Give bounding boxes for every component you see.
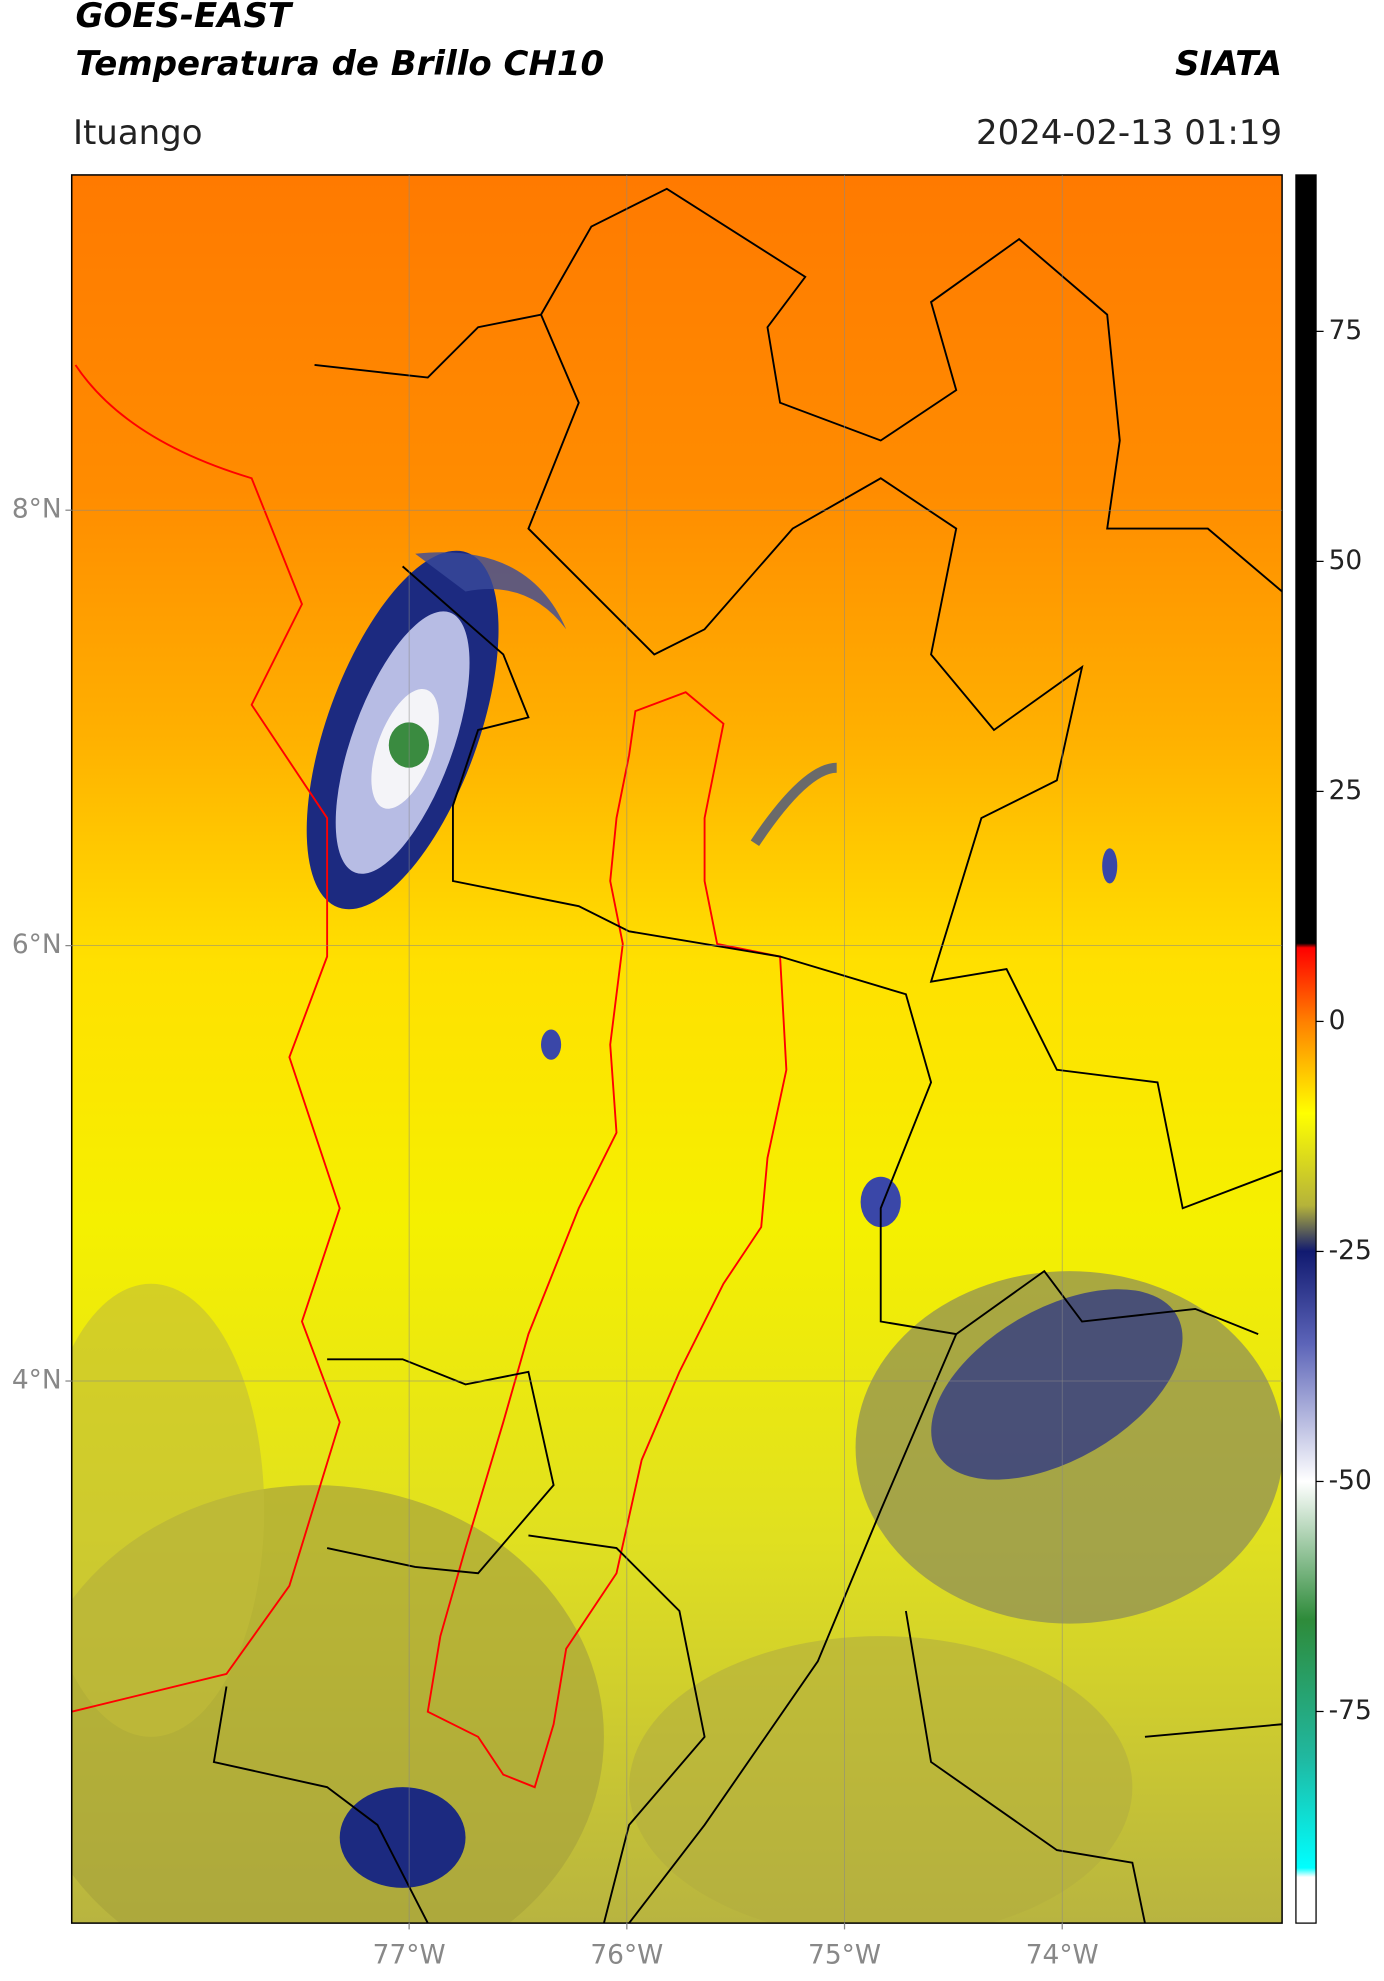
colorbar-tick-label: -25 bbox=[1329, 1235, 1372, 1266]
lon-tick-label: 74°W bbox=[1026, 1939, 1099, 1970]
colorbar-tick-label: -50 bbox=[1329, 1465, 1372, 1496]
map-frame bbox=[70, 174, 1283, 1924]
antioquia-border bbox=[426, 691, 788, 1789]
place: Ituango bbox=[73, 113, 203, 153]
department-border bbox=[212, 1333, 1283, 1924]
cloud-core bbox=[541, 1029, 562, 1060]
coastline bbox=[71, 364, 341, 1713]
lon-tick-label: 77°W bbox=[373, 1939, 446, 1970]
department-border bbox=[401, 565, 1259, 1336]
cloud-core bbox=[1102, 848, 1118, 884]
cloud-band bbox=[750, 762, 838, 847]
colorbar-tick-label: 50 bbox=[1329, 545, 1363, 576]
department-border bbox=[314, 187, 1283, 593]
colorbar bbox=[1295, 174, 1317, 1924]
map bbox=[71, 174, 1283, 1924]
cloud-field bbox=[71, 1283, 265, 1737]
lat-tick-label: 8°N bbox=[12, 494, 62, 525]
lon-tick-label: 75°W bbox=[808, 1939, 881, 1970]
cloud-core bbox=[339, 1787, 466, 1888]
colorbar-tick-label: 0 bbox=[1329, 1005, 1346, 1036]
datetime: 2024-02-13 01:19 bbox=[976, 113, 1282, 153]
subtitle: Temperatura de Brillo CH10 bbox=[75, 44, 604, 84]
colorbar-tick-label: 75 bbox=[1329, 315, 1363, 346]
source: SIATA bbox=[1175, 44, 1282, 84]
colorbar-tick-label: 25 bbox=[1329, 775, 1363, 806]
lat-tick-label: 4°N bbox=[12, 1365, 62, 1396]
cloud-core bbox=[860, 1176, 901, 1228]
cloud-core bbox=[931, 1289, 1183, 1480]
cloud-field bbox=[629, 1636, 1133, 1924]
lat-tick-label: 6°N bbox=[12, 929, 62, 960]
department-border bbox=[527, 314, 1283, 1210]
colorbar-tick-label: -75 bbox=[1329, 1695, 1372, 1726]
lon-tick-label: 76°W bbox=[590, 1939, 663, 1970]
storm bbox=[415, 552, 567, 630]
title: GOES-EAST bbox=[75, 0, 293, 36]
